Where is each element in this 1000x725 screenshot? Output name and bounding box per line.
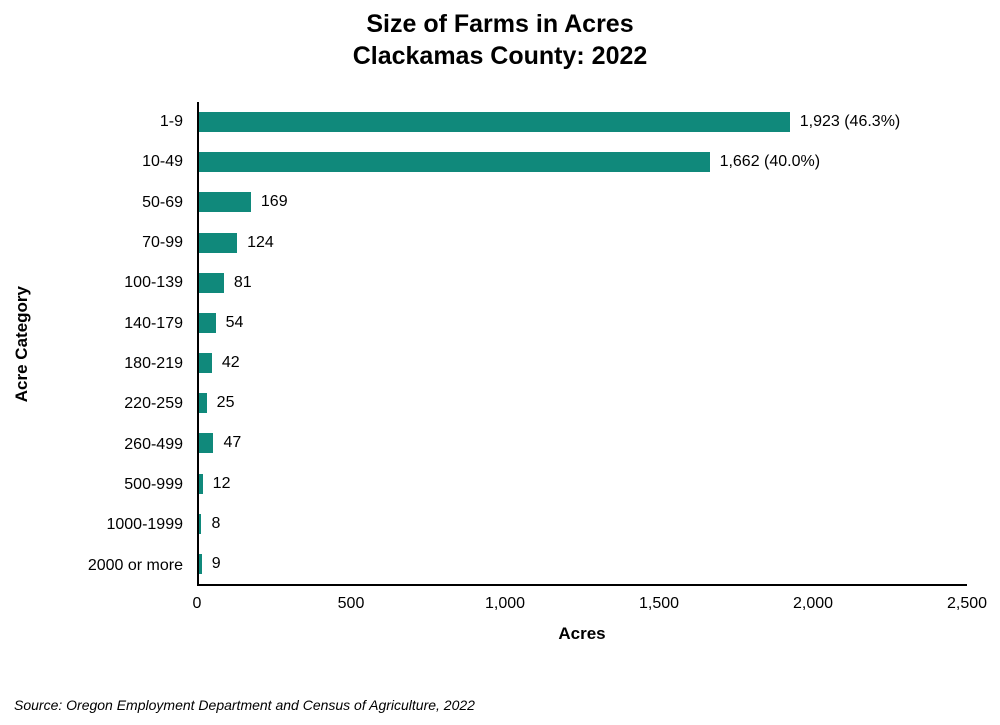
value-label: 42 <box>221 354 240 372</box>
category-label: 10-49 <box>142 153 183 171</box>
x-tick-label: 1,000 <box>484 595 526 612</box>
chart-title: Size of Farms in Acres Clackamas County:… <box>0 8 1000 72</box>
value-label: 124 <box>247 233 274 251</box>
bar <box>199 192 251 213</box>
chart-title-line2: Clackamas County: 2022 <box>352 42 648 70</box>
chart-title-line1: Size of Farms in Acres <box>366 10 634 38</box>
value-label: 9 <box>211 554 221 572</box>
source-note: Source: Oregon Employment Department and… <box>14 697 475 713</box>
category-label: 260-499 <box>124 435 183 453</box>
bar-row: 47 <box>199 423 967 463</box>
value-label: 12 <box>212 474 231 492</box>
category-label: 1-9 <box>159 113 183 131</box>
value-label: 47 <box>223 434 242 452</box>
bar-row: 124 <box>199 223 967 263</box>
x-tick-label: 1,500 <box>638 595 680 612</box>
plot-column: 1,923 (46.3%) 1,662 (40.0%) 169 124 81 54 42 25… <box>193 102 987 644</box>
value-label: 1,662 (40.0%) <box>719 153 821 171</box>
y-axis-title-wrap: Acre Category <box>0 102 44 586</box>
bar <box>199 353 212 374</box>
x-tick-label: 500 <box>337 595 365 612</box>
bar-row: 1,923 (46.3%) <box>199 102 967 142</box>
bar <box>199 513 202 534</box>
category-labels: 1-9 10-49 50-69 70-99 100-139 140-179 180-219 2… <box>44 102 197 586</box>
bar-row: 25 <box>199 383 967 423</box>
category-label: 50-69 <box>142 193 183 211</box>
category-label: 140-179 <box>124 314 183 332</box>
value-label: 1,923 (46.3%) <box>799 113 901 131</box>
y-axis-title: Acre Category <box>12 285 31 403</box>
bar <box>199 232 238 253</box>
category-label: 180-219 <box>124 355 183 373</box>
bar <box>199 312 216 333</box>
bar-row: 54 <box>199 303 967 343</box>
x-tick-label: 0 <box>192 595 202 612</box>
plot-area: 1,923 (46.3%) 1,662 (40.0%) 169 124 81 54 42 25… <box>197 102 967 586</box>
category-label: 220-259 <box>124 395 183 413</box>
bar <box>199 473 203 494</box>
bar <box>199 393 207 414</box>
bar-row: 8 <box>199 504 967 544</box>
x-tick-label: 2,000 <box>792 595 834 612</box>
value-label: 81 <box>233 273 252 291</box>
value-label: 8 <box>211 514 221 532</box>
bar-row: 81 <box>199 263 967 303</box>
bar <box>199 433 214 454</box>
value-label: 169 <box>260 193 288 211</box>
category-label: 500-999 <box>124 476 183 494</box>
chart-area: Acre Category 1-9 10-49 50-69 70-99 100-139 1… <box>0 102 987 644</box>
bar-row: 9 <box>199 544 967 584</box>
bar <box>199 112 790 133</box>
category-label: 100-139 <box>124 274 183 292</box>
bar-row: 1,662 (40.0%) <box>199 142 967 182</box>
category-label: 70-99 <box>142 234 183 252</box>
bar <box>199 553 202 574</box>
bar-row: 12 <box>199 464 967 504</box>
category-label: 2000 or more <box>87 556 183 574</box>
bar <box>199 152 710 173</box>
x-axis-ticks: 0 500 1,000 1,500 2,000 2,500 <box>193 586 987 622</box>
value-label: 25 <box>216 394 235 412</box>
x-axis-title: Acres <box>558 624 606 643</box>
x-tick-label: 2,500 <box>946 595 988 612</box>
bar-row: 169 <box>199 182 967 222</box>
value-label: 54 <box>225 313 244 331</box>
bar <box>199 272 224 293</box>
category-label: 1000-1999 <box>106 516 183 534</box>
bar-row: 42 <box>199 343 967 383</box>
